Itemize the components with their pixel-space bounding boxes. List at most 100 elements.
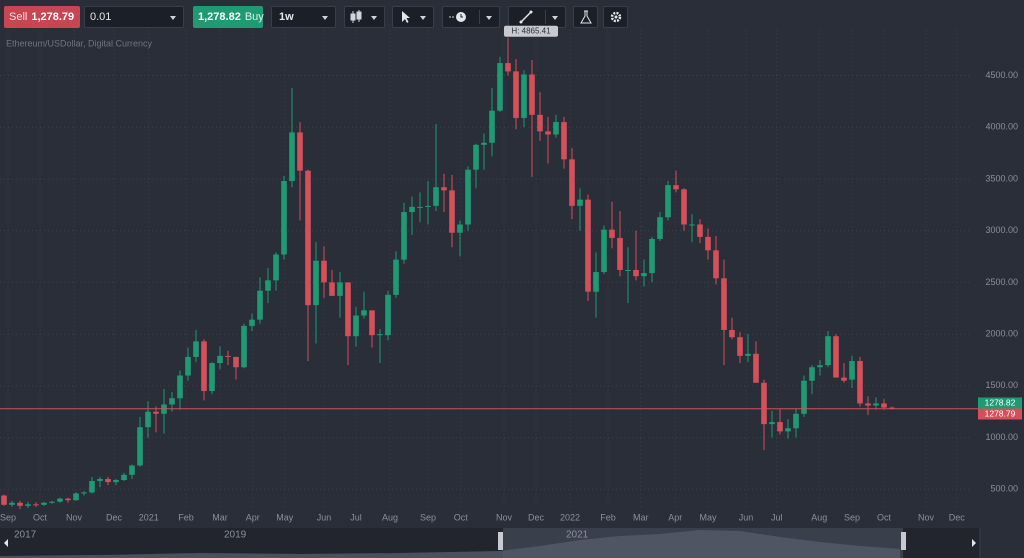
- candle-body: [257, 290, 263, 320]
- chart-type-select[interactable]: [344, 6, 385, 28]
- candle-body: [833, 336, 839, 378]
- high-label: H: 4865.41: [511, 27, 551, 36]
- candle-body: [249, 319, 255, 326]
- candle-body: [225, 355, 231, 357]
- candle-body: [169, 398, 175, 405]
- time-select[interactable]: [442, 6, 500, 28]
- candle-body: [585, 199, 591, 292]
- price-tag: [978, 408, 1022, 420]
- candle-body: [265, 280, 271, 291]
- candle-body: [649, 238, 655, 274]
- gear-icon: [610, 11, 622, 23]
- x-tick-label: Nov: [496, 512, 513, 522]
- candle-body: [369, 310, 375, 336]
- sell-button[interactable]: Sell 1,278.79: [4, 6, 80, 28]
- candle-body: [177, 375, 183, 399]
- candle-body: [9, 502, 15, 505]
- x-tick-label: Sep: [420, 512, 436, 522]
- navigator-label: 2017: [14, 530, 37, 541]
- x-tick-label: Jun: [739, 512, 754, 522]
- candle-body: [233, 356, 239, 368]
- x-tick-label: Jun: [317, 512, 332, 522]
- candle-body: [409, 206, 415, 213]
- candle-body: [529, 74, 535, 115]
- candle-body: [777, 422, 783, 432]
- candle-body: [641, 273, 647, 277]
- clock-icon: [449, 12, 466, 22]
- candle-body: [721, 278, 727, 330]
- candle-body: [1, 495, 7, 505]
- interval-select[interactable]: 1w: [271, 6, 336, 28]
- candle-body: [17, 502, 23, 506]
- candle-body: [489, 110, 495, 143]
- candle-body: [433, 187, 439, 206]
- candle-body: [553, 122, 559, 135]
- candle-body: [753, 353, 759, 383]
- candle-body: [817, 365, 823, 368]
- candle-body: [137, 427, 143, 466]
- candle-body: [601, 229, 607, 273]
- candle-body: [353, 315, 359, 337]
- candle-body: [313, 260, 319, 306]
- y-tick-label: 500.00: [990, 484, 1018, 494]
- cursor-select[interactable]: [392, 6, 434, 28]
- indicators-button[interactable]: [573, 6, 598, 28]
- navigator-handle[interactable]: [498, 532, 503, 550]
- amount-select[interactable]: 0.01: [84, 6, 184, 28]
- buy-button[interactable]: 1,278.82 Buy: [193, 6, 264, 28]
- x-tick-label: Nov: [918, 512, 935, 522]
- candle-body: [569, 159, 575, 206]
- candle-body: [393, 259, 399, 295]
- candle-body: [577, 199, 583, 206]
- x-tick-label: Sep: [0, 512, 16, 522]
- cursor-icon: [402, 11, 410, 23]
- y-tick-label: 3000.00: [985, 225, 1018, 235]
- amount: 0.01: [90, 11, 112, 23]
- candle-body: [665, 185, 671, 218]
- interval: 1w: [279, 11, 294, 23]
- price-tag: [978, 397, 1022, 409]
- x-tick-label: Oct: [33, 512, 48, 522]
- y-tick-label: 1500.00: [985, 380, 1018, 390]
- candle-body: [65, 498, 71, 501]
- x-tick-label: Feb: [600, 512, 616, 522]
- candle-body: [625, 270, 631, 271]
- candle-body: [25, 504, 31, 506]
- x-tick-label: Oct: [877, 512, 892, 522]
- candle-body: [345, 282, 351, 337]
- candle-body: [505, 63, 511, 72]
- navigator-label: 2021: [566, 530, 589, 541]
- candle-body: [273, 254, 279, 281]
- candle-body: [689, 224, 695, 226]
- candle-body: [681, 189, 687, 225]
- x-tick-label: Oct: [454, 512, 469, 522]
- x-tick-label: May: [699, 512, 717, 522]
- navigator-handle[interactable]: [901, 532, 906, 550]
- buy-price: 1,278.82: [198, 11, 241, 23]
- candle-body: [457, 224, 463, 233]
- candle-body: [545, 131, 551, 135]
- scroll-left[interactable]: [4, 539, 8, 547]
- settings-button[interactable]: [603, 6, 628, 28]
- x-tick-label: Apr: [246, 512, 260, 522]
- candle-body: [713, 250, 719, 279]
- candle-body: [97, 478, 103, 482]
- candle-body: [377, 334, 383, 336]
- candle-body: [33, 504, 39, 506]
- candle-body: [105, 478, 111, 483]
- price-tag-label: 1278.82: [985, 397, 1016, 407]
- scroll-right[interactable]: [972, 539, 976, 547]
- candles-icon: [350, 10, 362, 23]
- candle-body: [145, 411, 151, 428]
- candle-body: [465, 169, 471, 225]
- candle-body: [449, 190, 455, 233]
- candle-body: [441, 187, 447, 191]
- candle-body: [593, 272, 599, 292]
- candle-body: [329, 282, 335, 296]
- price-tag-label: 1278.79: [985, 408, 1016, 418]
- candle-body: [473, 144, 479, 170]
- x-tick-label: 2022: [560, 512, 580, 522]
- candle-body: [337, 282, 343, 296]
